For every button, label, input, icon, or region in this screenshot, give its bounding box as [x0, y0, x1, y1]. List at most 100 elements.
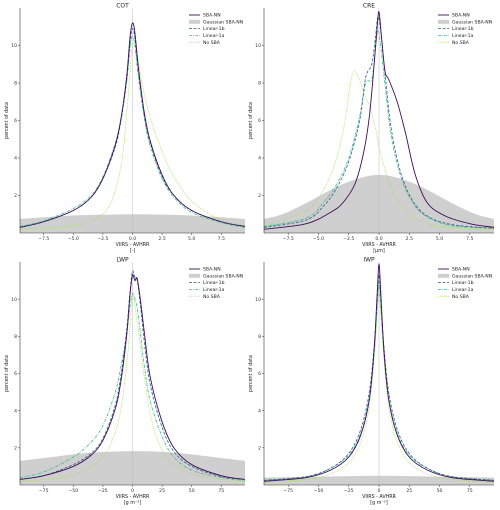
cre-ytick-label: 8 — [258, 81, 261, 87]
iwp-line-no-sba — [263, 291, 495, 483]
cre-xtick-label: 5.0 — [436, 236, 443, 242]
cre-legend-swatch-gaussian-sba-nn — [438, 19, 449, 24]
lwp-ylabel: percent of data — [4, 355, 10, 392]
lwp-xlabel-unit: [g m⁻²] — [124, 500, 142, 506]
lwp-xtick-label: −75 — [39, 488, 49, 494]
lwp-ytick-label: 2 — [14, 445, 17, 451]
cot-xtick-label: −5.0 — [68, 236, 79, 242]
iwp-legend-label-no-sba: No SBA — [452, 294, 470, 300]
lwp-ytick-label: 4 — [14, 408, 17, 414]
lwp-xtick-label: −50 — [68, 488, 78, 494]
lwp-legend-swatch-gaussian-sba-nn — [189, 273, 200, 278]
iwp-ytick-label: 4 — [258, 408, 261, 414]
iwp-xtick-label: −25 — [344, 488, 354, 494]
cot-ytick-label: 10 — [11, 43, 17, 49]
iwp-legend-box — [437, 265, 493, 301]
cot-legend-label-linear-1b: Linear-1b — [203, 26, 225, 32]
cot-ytick-label: 4 — [14, 156, 17, 162]
cre-legend-label-gaussian-sba-nn: Gaussian SBA-NN — [452, 19, 492, 25]
iwp-title: IWP — [363, 257, 375, 264]
cot-line-no-sba — [19, 42, 246, 230]
lwp-legend-label-linear-1a: Linear-1a — [203, 287, 225, 293]
iwp-legend-label-gaussian-sba-nn: Gaussian SBA-NN — [452, 273, 492, 279]
cre-ytick-label: 4 — [258, 156, 261, 162]
cot-xlabel: VIIRS - AVHRR — [116, 242, 150, 248]
iwp-ytick-label: 10 — [255, 297, 261, 303]
cot-xtick-label: 2.5 — [158, 236, 165, 242]
panel-cre: CRE −7.5 −5.0 −2.5 0.0 2.5 5.0 7.5 2 4 6 8 10 VIIRS -… — [248, 3, 495, 254]
cre-xtick-label: 2.5 — [406, 236, 413, 242]
iwp-xtick-label: −50 — [314, 488, 324, 494]
iwp-legend-label-linear-1a: Linear-1a — [452, 287, 474, 293]
lwp-legend-box — [188, 265, 244, 301]
iwp-xtick-label: 0 — [378, 488, 381, 494]
lwp-xtick-label: −25 — [98, 488, 108, 494]
cre-xlabel-unit: [μm] — [373, 248, 385, 254]
lwp-line-linear-1a — [19, 293, 246, 481]
lwp-ytick-label: 10 — [11, 297, 17, 303]
cre-ylabel: percent of data — [248, 102, 254, 139]
iwp-xtick-label: 50 — [437, 488, 443, 494]
cot-legend-label-sba-nn: SBA-NN — [203, 13, 221, 19]
cre-ytick-label: 6 — [258, 118, 261, 124]
cre-ytick-label: 2 — [258, 193, 261, 199]
cot-legend-label-gaussian-sba-nn: Gaussian SBA-NN — [203, 19, 243, 25]
cot-line-linear-1a — [19, 35, 246, 228]
lwp-line-linear-1b — [19, 270, 246, 480]
lwp-xtick-label: 25 — [159, 488, 165, 494]
cot-legend-label-linear-1a: Linear-1a — [203, 33, 225, 39]
lwp-line-sba-nn — [19, 274, 246, 480]
cre-legend-label-no-sba: No SBA — [452, 40, 470, 46]
cot-ytick-label: 6 — [14, 118, 17, 124]
lwp-xlabel: VIIRS - AVHRR — [116, 494, 150, 500]
cre-line-linear-1b — [263, 16, 495, 229]
iwp-line-linear-1b — [263, 274, 495, 481]
iwp-ytick-label: 6 — [258, 371, 261, 377]
iwp-legend-label-sba-nn: SBA-NN — [452, 267, 470, 273]
lwp-legend-label-sba-nn: SBA-NN — [203, 267, 221, 273]
iwp-xlabel: VIIRS - AVHRR — [362, 494, 396, 500]
cre-ytick-label: 10 — [255, 43, 261, 49]
lwp-legend-label-no-sba: No SBA — [203, 294, 221, 300]
lwp-ytick-label: 8 — [14, 334, 17, 340]
cot-xtick-label: 5.0 — [188, 236, 195, 242]
cot-xtick-label: −2.5 — [97, 236, 108, 242]
lwp-title: LWP — [116, 257, 129, 264]
cre-legend-box — [437, 11, 493, 47]
lwp-legend-label-gaussian-sba-nn: Gaussian SBA-NN — [203, 273, 243, 279]
cot-ylabel: percent of data — [4, 102, 10, 139]
cre-line-sba-nn — [263, 11, 495, 230]
cot-xlabel-unit: [-] — [130, 248, 136, 254]
cot-xtick-label: −7.5 — [38, 236, 49, 242]
cot-line-sba-nn — [19, 22, 246, 228]
cot-ytick-label: 8 — [14, 81, 17, 87]
iwp-xtick-label: 75 — [467, 488, 473, 494]
cre-xtick-label: −7.5 — [283, 236, 294, 242]
cre-line-no-sba — [263, 70, 495, 230]
iwp-xtick-label: 25 — [406, 488, 412, 494]
cre-legend-label-sba-nn: SBA-NN — [452, 13, 470, 19]
lwp-xtick-label: 75 — [218, 488, 224, 494]
cre-xtick-label: 0.0 — [375, 236, 382, 242]
iwp-legend-label-linear-1b: Linear-1b — [452, 280, 474, 286]
cre-xtick-label: −2.5 — [343, 236, 354, 242]
cot-title: COT — [116, 3, 129, 10]
cot-legend-label-no-sba: No SBA — [203, 40, 221, 46]
lwp-ytick-label: 6 — [14, 371, 17, 377]
iwp-xlabel-unit: [g m⁻²] — [370, 500, 388, 506]
lwp-xtick-label: 50 — [189, 488, 195, 494]
iwp-line-linear-1a — [263, 282, 495, 481]
cre-xtick-label: −5.0 — [313, 236, 324, 242]
cre-legend-label-linear-1b: Linear-1b — [452, 26, 474, 32]
iwp-ytick-label: 8 — [258, 334, 261, 340]
iwp-ytick-label: 2 — [258, 445, 261, 451]
cre-title: CRE — [363, 3, 375, 10]
cot-legend-box — [188, 11, 244, 47]
cot-xtick-label: 7.5 — [218, 236, 225, 242]
cot-xtick-label: 0.0 — [129, 236, 136, 242]
iwp-legend-swatch-gaussian-sba-nn — [438, 273, 449, 278]
panel-iwp: IWP −75 −50 −25 0 25 50 75 2 4 6 8 10 VIIRS - AVHRR[g… — [248, 257, 495, 506]
